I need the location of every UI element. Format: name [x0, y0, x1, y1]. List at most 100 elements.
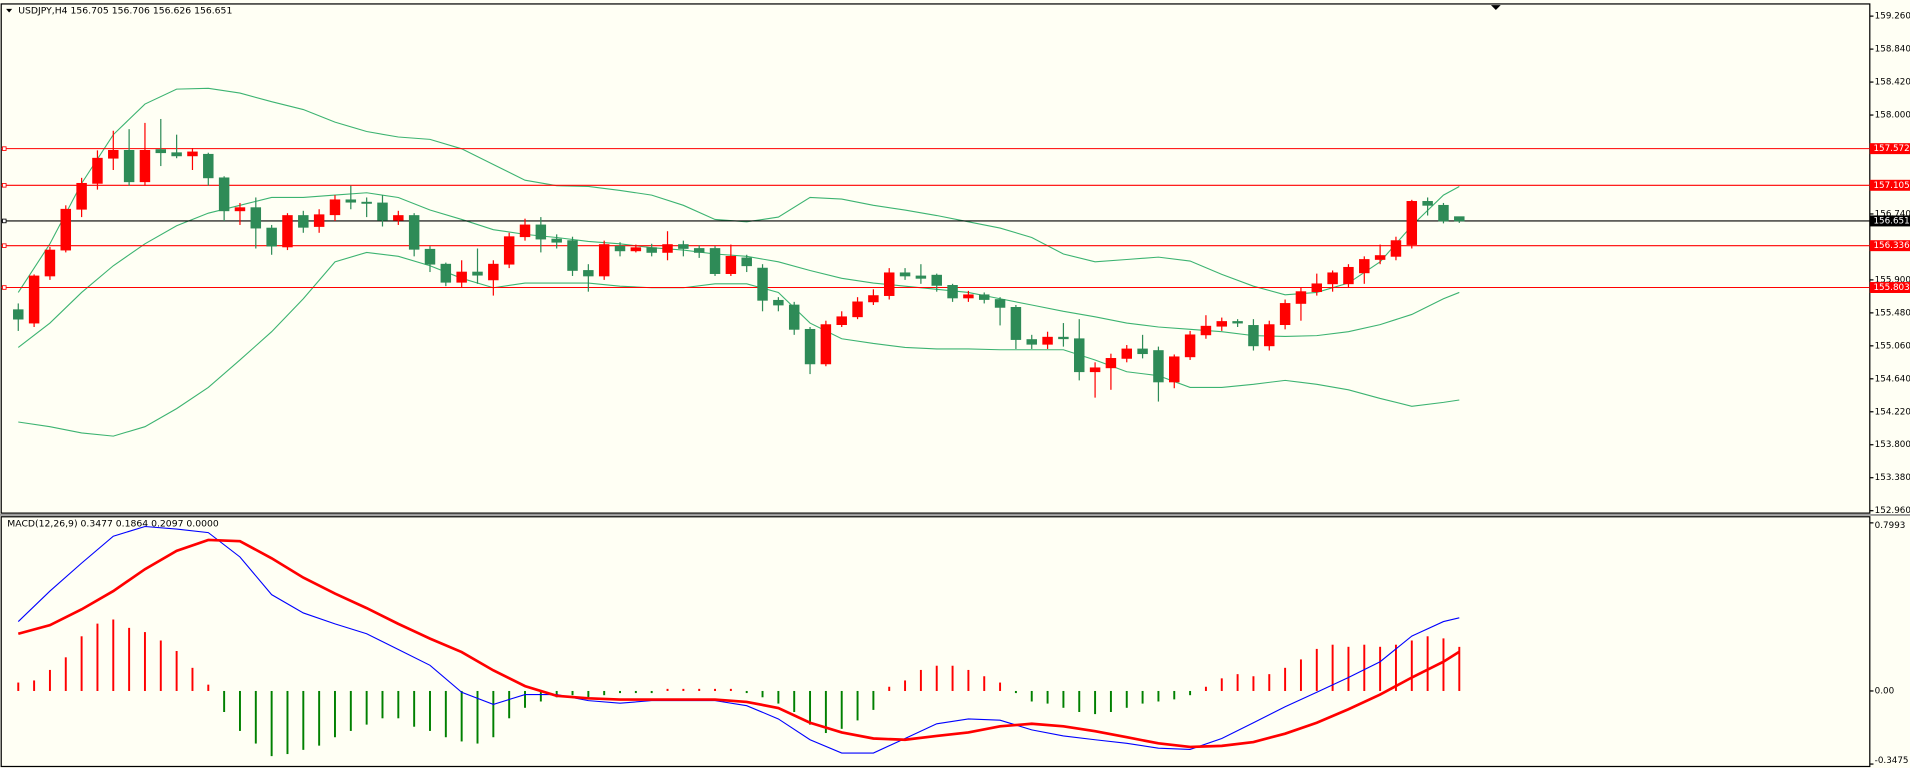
candle-body: [266, 227, 277, 247]
candle-body: [28, 275, 40, 324]
y-tick-label: 155.060: [1875, 341, 1910, 351]
candle-body: [1454, 216, 1465, 222]
menu-arrow[interactable]: [6, 8, 13, 13]
candle-body: [1359, 259, 1370, 274]
candle-body: [1327, 272, 1338, 285]
y-tick-label: 152.960: [1875, 506, 1910, 516]
price-panel: USDJPY,H4 156.705 156.706 156.626 156.65…: [1, 6, 1910, 516]
candle-body: [567, 240, 578, 271]
level-label: 156.336: [1873, 241, 1910, 251]
candle-body: [678, 244, 689, 249]
candle-body: [820, 324, 832, 365]
y-tick-label: 0.7993: [1875, 521, 1906, 531]
candle-body: [741, 257, 752, 267]
macd-header: MACD(12,26,9) 0.3477 0.1864 0.2097 0.000…: [7, 519, 219, 530]
candle-body: [203, 153, 214, 179]
y-tick-label: 158.420: [1875, 78, 1910, 88]
candle-body: [963, 294, 974, 299]
y-tick-label: 158.840: [1875, 45, 1910, 55]
candle-body: [1406, 201, 1418, 245]
price-panel-frame: [0, 3, 1871, 514]
candle-body: [313, 214, 325, 227]
candle-body: [583, 270, 594, 277]
candle-body: [899, 272, 911, 277]
candle-body: [1438, 204, 1449, 222]
candle-body: [345, 199, 357, 203]
level-anchor: [2, 285, 7, 290]
candle-body: [76, 182, 87, 210]
candle-body: [757, 267, 768, 301]
candle-body: [1264, 324, 1275, 347]
macd-line: [17, 538, 1461, 749]
candle-body: [1200, 325, 1212, 336]
candle-body: [773, 299, 784, 306]
candle-body: [1184, 334, 1196, 358]
candle-body: [994, 299, 1006, 308]
candle-body: [693, 248, 705, 253]
y-tick-label: 0.00: [1875, 686, 1895, 696]
candle-body: [123, 150, 135, 183]
candle-body: [836, 316, 847, 326]
candle-body: [1042, 336, 1053, 345]
candle-body: [883, 272, 895, 296]
y-tick-label: 159.260: [1875, 12, 1910, 22]
candle-body: [92, 157, 103, 184]
candle-body: [931, 274, 942, 286]
candle-body: [947, 285, 958, 299]
level-label: 155.803: [1873, 283, 1909, 293]
macd-line: [17, 525, 1460, 754]
candle-body: [250, 207, 262, 229]
candle-body: [1105, 358, 1117, 369]
candle-body: [503, 236, 515, 265]
candle-body: [598, 244, 610, 277]
macd-axis: 0.7993 0.00 -0.3475: [1869, 521, 1909, 766]
candle-body: [551, 238, 562, 243]
candle-body: [377, 202, 388, 221]
candle-body: [646, 247, 657, 253]
candle-body: [535, 224, 547, 240]
price-axis: 159.260 158.840 158.420 158.000 156.740 155.9…: [1869, 12, 1910, 516]
candle-body: [1153, 350, 1164, 383]
candle-body: [155, 149, 167, 154]
bollinger-band: [18, 251, 1460, 437]
level-label-box: [1869, 215, 1910, 227]
candle-body: [1089, 367, 1101, 373]
candle-body: [60, 208, 72, 251]
y-tick-label: 155.480: [1875, 308, 1910, 318]
y-tick-label: 153.800: [1875, 440, 1910, 450]
level-label-box: [1869, 179, 1910, 191]
shift-marker[interactable]: [1490, 5, 1501, 11]
level-anchor: [2, 243, 7, 248]
candle-body: [725, 255, 737, 274]
y-tick-label: 153.380: [1875, 473, 1910, 483]
y-tick-label: 154.220: [1875, 407, 1910, 417]
candle-body: [852, 301, 863, 318]
level-anchor: [2, 218, 7, 224]
candle-body: [1216, 321, 1228, 327]
candle-body: [519, 224, 531, 238]
level-label: 156.651: [1873, 216, 1909, 226]
candle-body: [1311, 283, 1323, 293]
candle-body: [488, 263, 499, 281]
candle-body: [424, 248, 436, 265]
candle-body: [1295, 291, 1307, 304]
candle-body: [1343, 266, 1354, 285]
candle-body: [282, 215, 293, 248]
y-tick-label: 158.000: [1875, 111, 1910, 121]
candle-body: [1137, 348, 1148, 355]
candle-body: [1279, 303, 1291, 326]
y-tick-label: 155.900: [1875, 275, 1910, 285]
bollinger-band: [17, 87, 1460, 296]
macd-panel: MACD(12,26,9) 0.3477 0.1864 0.2097 0.000…: [7, 519, 1908, 766]
candle-body: [709, 248, 721, 274]
candle-body: [1248, 325, 1259, 347]
candle-body: [108, 150, 119, 159]
candle-body: [171, 152, 182, 157]
candle-body: [1074, 338, 1085, 373]
candle-body: [187, 151, 198, 157]
candle-body: [1121, 348, 1132, 359]
symbol-header: USDJPY,H4 156.705 156.706 156.626 156.65…: [18, 6, 232, 17]
candle-body: [408, 215, 420, 250]
level-label: 157.105: [1873, 181, 1909, 191]
